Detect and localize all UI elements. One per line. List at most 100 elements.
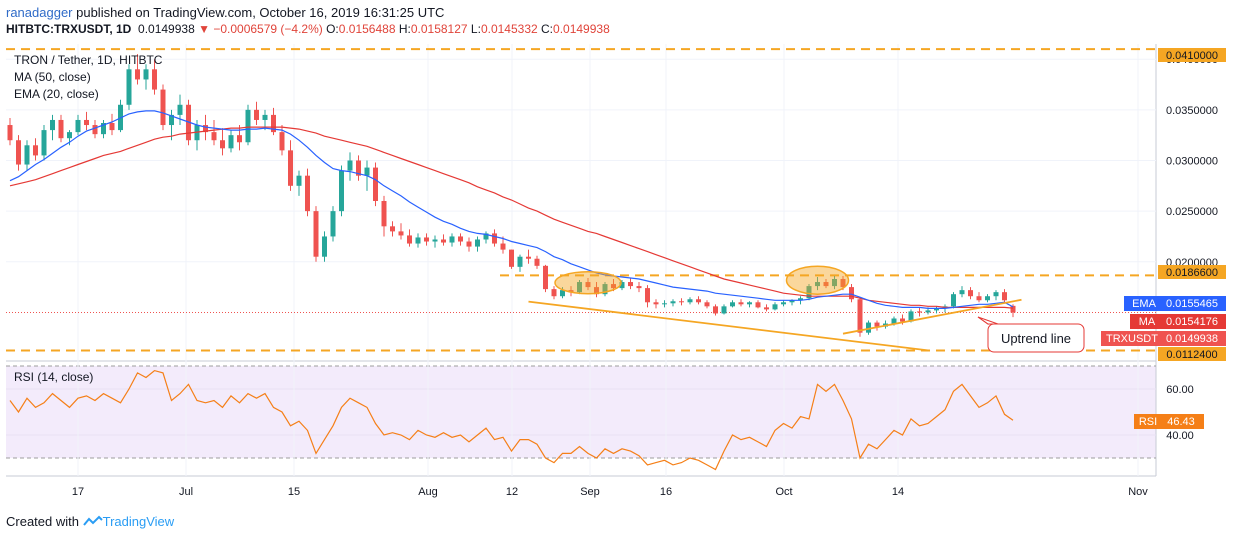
created-with: Created with [6, 514, 79, 529]
candle-body [517, 256, 523, 267]
candle-body [279, 132, 285, 151]
low-value: 0.0145332 [480, 22, 538, 36]
candle-body [135, 69, 140, 80]
close-label: C: [541, 22, 554, 36]
candle-body [458, 236, 463, 242]
tradingview-link[interactable]: TradingView [102, 514, 175, 529]
ma-line [9, 126, 1014, 309]
symbol-name: HITBTC:TRXUSDT, 1D [6, 22, 132, 36]
ema-line [9, 110, 1014, 309]
level-tag-mid [1158, 265, 1226, 279]
candle-body [109, 123, 115, 131]
ma-tag-value-box [1158, 314, 1226, 329]
ema-tag-value: 0.0155465 [1166, 298, 1218, 310]
price-pane[interactable] [6, 44, 1156, 358]
time-tick-label: 15 [288, 486, 300, 498]
candle-body [594, 287, 599, 295]
uptrend-line [842, 298, 1022, 335]
price-tags: 0.0410000 0.0186600 EMA 0.0155465 MA 0.0… [1101, 48, 1226, 429]
candle-body [254, 109, 259, 120]
candle-body [390, 226, 395, 232]
candle-body [262, 114, 268, 120]
candle-body [959, 290, 965, 295]
footer: Created with TradingView [6, 514, 174, 530]
candle-body [41, 130, 47, 156]
candle-body [407, 235, 412, 244]
candle-body [789, 300, 795, 303]
candle-body [713, 306, 718, 314]
candle-body [500, 243, 506, 250]
candle-body [203, 125, 208, 133]
candle-body [585, 282, 591, 288]
candle-body [84, 119, 89, 126]
uptrend-label-box [987, 323, 1085, 353]
time-tick-label: 17 [72, 486, 84, 498]
candle-body [33, 145, 38, 156]
candle-body [628, 282, 633, 287]
candle-body [772, 304, 778, 310]
ma-tag-label: MA [1139, 316, 1156, 328]
author-name[interactable]: ranadagger [6, 5, 73, 20]
candle-body [322, 236, 327, 257]
price-tick-label: 0.0300000 [1166, 155, 1218, 167]
candle-body [925, 310, 931, 313]
candle-body [441, 239, 446, 243]
candle-body [968, 290, 973, 297]
level-tag-mid-text: 0.0186600 [1166, 267, 1218, 279]
candle-body [900, 318, 905, 322]
candle-body [356, 160, 361, 176]
rsi-legend: RSI (14, close) [14, 370, 93, 384]
candle-body [177, 104, 183, 115]
candle-body [976, 296, 982, 301]
candle-body [951, 294, 956, 307]
high-label: H: [398, 22, 411, 36]
price-tick-label: 0.0350000 [1166, 105, 1218, 117]
symbol-header: HITBTC:TRXUSDT, 1D 0.0149938 ▼ −0.000657… [6, 22, 610, 36]
candle-body [636, 286, 642, 289]
candle-body [220, 140, 225, 149]
candle-body [160, 89, 166, 126]
candle-body [534, 258, 540, 266]
candle-body [509, 249, 514, 267]
last-price: 0.0149938 [138, 22, 195, 36]
publish-info: ranadagger published on TradingView.com,… [6, 5, 444, 20]
candle-body [568, 290, 574, 293]
high-value: 0.0158127 [410, 22, 468, 36]
close-value: 0.0149938 [553, 22, 610, 36]
ema-legend: EMA (20, close) [14, 87, 99, 101]
candle-body [849, 287, 854, 300]
candle-body [398, 231, 404, 236]
candle-body [305, 175, 310, 212]
ma-tag-label-box [1130, 314, 1164, 329]
candle-body [857, 299, 863, 333]
time-tick-label: Jul [179, 486, 193, 498]
down-triangle-icon: ▼ [198, 22, 210, 36]
candle-body [755, 302, 761, 308]
candle-body [730, 302, 735, 307]
price-tick-label: 0.0250000 [1166, 206, 1218, 218]
rsi-tag-value-box [1158, 414, 1204, 429]
candle-body [152, 69, 157, 90]
drawings [528, 265, 1022, 352]
candle-body [288, 150, 293, 186]
ma-legend: MA (50, close) [14, 70, 91, 84]
candle-body [101, 123, 106, 135]
candle-body [611, 284, 616, 289]
candle-body [577, 282, 582, 293]
candle-body [330, 211, 336, 237]
candle-body [143, 69, 149, 80]
candle-body [475, 239, 480, 247]
candle-body [92, 125, 98, 135]
time-tick-label: Oct [775, 486, 792, 498]
candle-body [449, 236, 455, 243]
candle-body [551, 289, 557, 297]
candle-body [339, 170, 344, 212]
candle-body [840, 278, 846, 288]
candle-body [492, 233, 497, 244]
candle-body [832, 278, 837, 287]
ema-tag-label: EMA [1132, 298, 1157, 310]
price-change: −0.0006579 (−4.2%) [213, 22, 323, 36]
uptrend-callout[interactable]: Uptrend line [977, 316, 1085, 353]
candle-body [50, 119, 55, 131]
